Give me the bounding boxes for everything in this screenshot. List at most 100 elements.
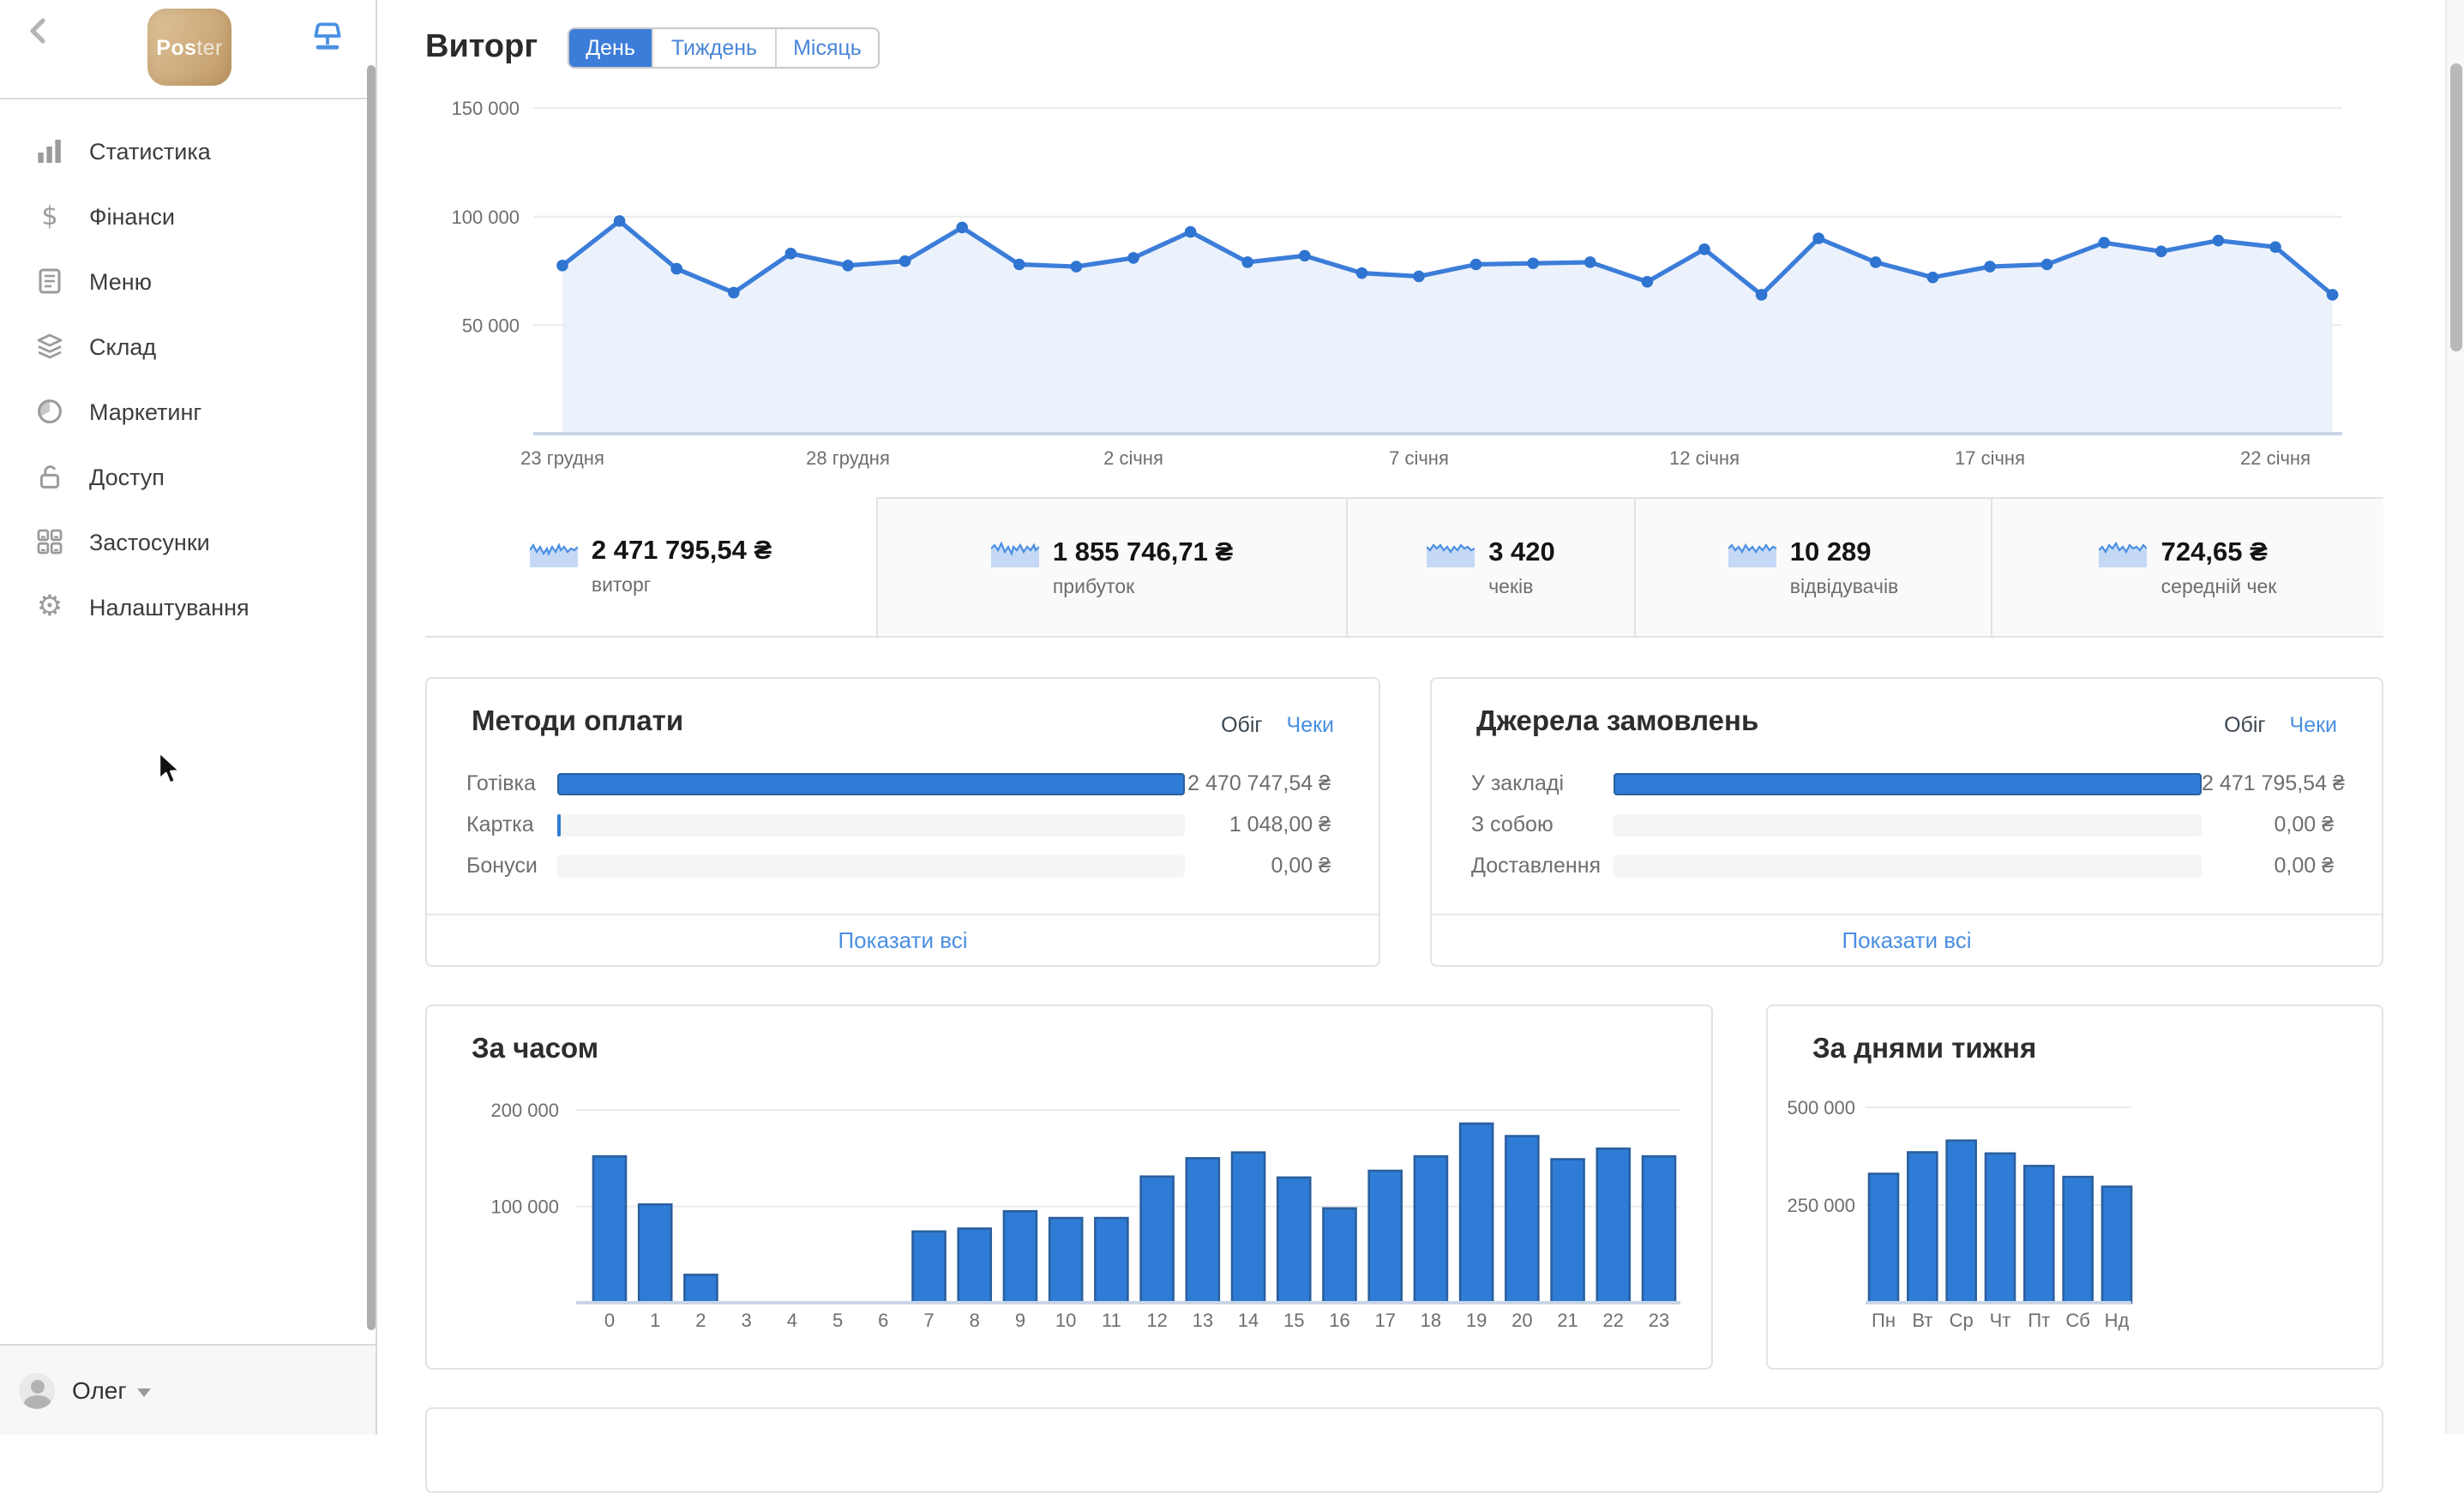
show-all-link[interactable]: Показати всі <box>838 927 968 953</box>
stat-label: середній чек <box>2161 577 2277 597</box>
avatar <box>19 1372 55 1408</box>
sidebar-item-finance[interactable]: $ Фінанси <box>0 183 376 249</box>
source-row: З собою 0,00 ₴ <box>1432 804 2382 845</box>
sparkline-icon <box>1728 543 1776 567</box>
stat-label: прибуток <box>1052 577 1135 597</box>
panel-footer: Показати всі <box>1432 914 2382 965</box>
lock-open-icon <box>34 461 65 492</box>
svg-text:Пт: Пт <box>2028 1310 2050 1331</box>
svg-text:7 січня: 7 січня <box>1389 447 1449 469</box>
svg-text:15: 15 <box>1283 1310 1304 1331</box>
page-header: Виторг День Тиждень Місяць <box>425 27 880 69</box>
tab-week[interactable]: Тиждень <box>652 29 774 67</box>
back-button[interactable] <box>22 14 57 48</box>
period-tabs: День Тиждень Місяць <box>567 27 880 69</box>
svg-text:20: 20 <box>1511 1310 1532 1331</box>
sidebar-top-bar: Pos ter <box>0 0 376 99</box>
stat-card-average[interactable]: 724,65 ₴ середній чек <box>1991 497 2383 636</box>
svg-text:6: 6 <box>878 1310 888 1331</box>
order-sources-panel: Джерела замовлень Обіг Чеки У закладі 2 … <box>1430 677 2383 967</box>
panel-toggle: Обіг Чеки <box>1197 713 1334 737</box>
poster-logo: Pos ter <box>147 9 231 86</box>
svg-text:3: 3 <box>742 1310 752 1331</box>
row-label: Готівка <box>466 771 536 795</box>
svg-text:22 січня: 22 січня <box>2240 447 2311 469</box>
stat-card-receipts[interactable]: 3 420 чеків <box>1346 497 1634 636</box>
svg-text:Вт: Вт <box>1912 1310 1932 1331</box>
svg-text:28 грудня: 28 грудня <box>806 447 890 469</box>
stat-card-visitors[interactable]: 10 289 відвідувачів <box>1634 497 1991 636</box>
by-hour-panel: За часом 200 000 100 000 0 1 2 3 4 5 6 7 8 9 10 11 12 1… <box>425 1004 1713 1370</box>
document-icon <box>34 266 65 297</box>
svg-text:2: 2 <box>695 1310 706 1331</box>
sidebar-item-marketing[interactable]: Маркетинг <box>0 379 376 444</box>
svg-text:12: 12 <box>1146 1310 1167 1331</box>
bottom-panel-partial <box>425 1407 2383 1493</box>
gear-icon: ⚙ <box>36 589 63 623</box>
svg-text:23: 23 <box>1649 1310 1669 1331</box>
by-weekday-chart-svg: 500 000 250 000 Пн Вт Ср Чт Пт Сб Нд <box>1787 1097 2133 1331</box>
svg-text:Чт: Чт <box>1990 1310 2011 1331</box>
tab-day[interactable]: День <box>568 29 652 67</box>
svg-text:11: 11 <box>1102 1310 1121 1331</box>
sidebar-item-label: Склад <box>89 333 157 359</box>
svg-text:150 000: 150 000 <box>451 98 520 119</box>
row-value: 1 048,00 ₴ <box>1229 812 1331 836</box>
row-label: Бонуси <box>466 854 538 878</box>
layers-icon <box>34 331 65 362</box>
svg-text:7: 7 <box>923 1310 934 1331</box>
sparkline-icon <box>990 541 1039 567</box>
main-scrollbar-track[interactable] <box>2445 0 2464 1435</box>
user-name: Олег <box>72 1376 127 1404</box>
sidebar-item-settings[interactable]: ⚙ Налаштування <box>0 574 376 639</box>
svg-text:18: 18 <box>1421 1310 1441 1331</box>
sparkline-icon <box>1427 543 1475 567</box>
svg-text:2 січня: 2 січня <box>1103 447 1163 469</box>
stat-card-revenue[interactable]: 2 471 795,54 ₴ виторг <box>425 497 876 636</box>
main-scrollbar-thumb[interactable] <box>2450 63 2462 351</box>
panel-footer: Показати всі <box>427 914 1379 965</box>
svg-text:9: 9 <box>1015 1310 1025 1331</box>
sidebar-scrollbar[interactable] <box>367 65 376 1330</box>
payment-rows: Готівка 2 470 747,54 ₴ Картка 1 048,00 ₴… <box>427 763 1379 886</box>
stat-value: 10 289 <box>1789 537 1872 567</box>
sidebar-item-statistics[interactable]: Статистика <box>0 118 376 183</box>
sidebar-item-menu[interactable]: Меню <box>0 249 376 314</box>
sidebar-item-label: Налаштування <box>89 594 249 620</box>
sidebar-item-apps[interactable]: Застосунки <box>0 509 376 574</box>
svg-text:10: 10 <box>1055 1310 1076 1331</box>
svg-text:8: 8 <box>970 1310 980 1331</box>
svg-text:17: 17 <box>1374 1310 1395 1331</box>
svg-text:Нд: Нд <box>2105 1310 2130 1331</box>
sidebar-item-stock[interactable]: Склад <box>0 314 376 379</box>
svg-text:Пн: Пн <box>1872 1310 1896 1331</box>
svg-text:500 000: 500 000 <box>1787 1097 1855 1118</box>
svg-text:22: 22 <box>1603 1310 1624 1331</box>
svg-text:17 січня: 17 січня <box>1955 447 2025 469</box>
pie-chart-icon <box>34 396 65 427</box>
stat-label: відвідувачів <box>1789 577 1899 597</box>
toggle-receipts[interactable]: Чеки <box>2289 713 2337 737</box>
pos-terminal-button[interactable] <box>310 22 345 53</box>
payment-row: Готівка 2 470 747,54 ₴ <box>427 763 1379 804</box>
bar-chart-icon <box>34 135 65 166</box>
chevron-down-icon <box>136 1388 151 1396</box>
stat-card-profit[interactable]: 1 855 746,71 ₴ прибуток <box>876 497 1346 636</box>
svg-text:4: 4 <box>787 1310 797 1331</box>
svg-text:23 грудня: 23 грудня <box>520 447 604 469</box>
user-menu[interactable]: Олег <box>0 1344 376 1435</box>
toggle-turnover[interactable]: Обіг <box>2224 713 2266 737</box>
stat-value: 1 855 746,71 ₴ <box>1052 537 1234 567</box>
logo-text-light: ter <box>196 35 223 59</box>
sidebar-item-access[interactable]: Доступ <box>0 444 376 509</box>
svg-text:100 000: 100 000 <box>490 1196 559 1218</box>
show-all-link[interactable]: Показати всі <box>1842 927 1972 953</box>
toggle-receipts[interactable]: Чеки <box>1286 713 1334 737</box>
chart-title: За часом <box>472 1034 599 1064</box>
tab-month[interactable]: Місяць <box>774 29 879 67</box>
stat-value: 2 471 795,54 ₴ <box>591 537 772 566</box>
toggle-turnover[interactable]: Обіг <box>1221 713 1263 737</box>
sidebar-item-label: Меню <box>89 268 152 294</box>
